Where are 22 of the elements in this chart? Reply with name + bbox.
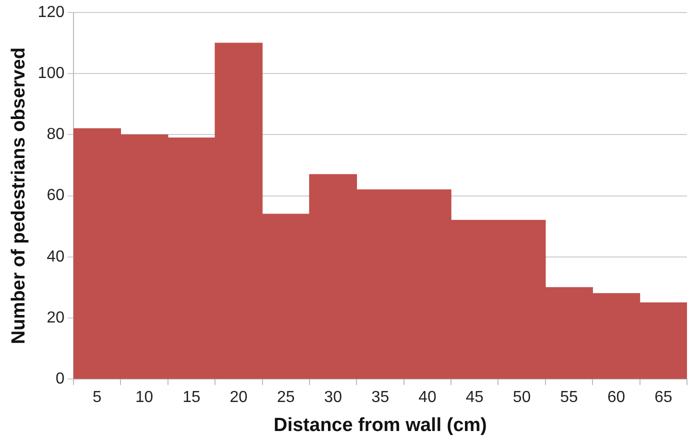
y-tick-label: 20	[46, 309, 65, 326]
x-tick-label: 15	[182, 389, 200, 406]
x-tick-label: 35	[371, 389, 390, 406]
x-tick-label: 5	[92, 389, 102, 406]
x-tick-label: 25	[276, 389, 295, 406]
y-tick-label: 120	[38, 4, 65, 22]
x-tick-label: 55	[560, 389, 578, 406]
x-tick-label: 20	[230, 389, 248, 406]
x-tick-label: 50	[512, 389, 531, 406]
y-tick-label: 40	[46, 248, 65, 266]
x-tick-label: 40	[418, 389, 436, 406]
x-tick-label: 10	[135, 389, 154, 406]
y-tick-label: 60	[46, 187, 65, 204]
y-axis-title: Number of pedestrians observed	[8, 47, 30, 344]
x-tick-label: 65	[654, 389, 672, 406]
x-tick-label: 60	[607, 389, 626, 406]
y-tick-label: 100	[38, 65, 65, 82]
y-tick-label: 0	[56, 370, 65, 388]
x-axis-title: Distance from wall (cm)	[274, 414, 487, 436]
y-tick-label: 80	[46, 126, 65, 144]
x-tick-label: 30	[324, 389, 342, 406]
x-tick-label: 45	[466, 389, 484, 406]
